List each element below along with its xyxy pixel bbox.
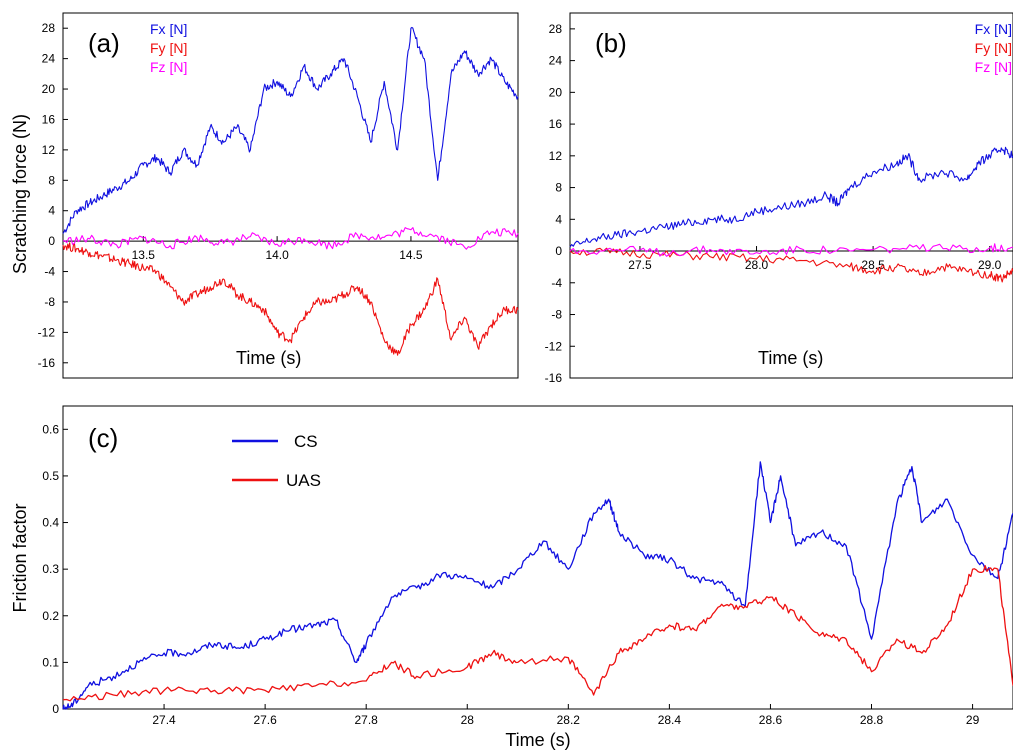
panel-a-xtick-label: 13.5 <box>132 248 156 262</box>
panel-b-frame <box>569 12 1013 379</box>
panel-b-ytick-label: 16 <box>549 117 563 131</box>
panel-c-xtick-label: 29 <box>966 713 980 727</box>
panel-c-xlabel: Time (s) <box>505 730 570 750</box>
panel-c-ytick-label: 0.6 <box>42 422 59 436</box>
panel-c-lines <box>62 461 1013 710</box>
panel-b-legend-fz: Fz [N] <box>975 59 1012 75</box>
panel-a-ytick-label: 0 <box>48 234 55 248</box>
panel-c-xtick-label: 28.4 <box>658 713 682 727</box>
panel-a-ytick-label: -16 <box>38 356 56 370</box>
panel-c-ytick-label: 0 <box>52 702 59 716</box>
panel-b-ytick-label: -4 <box>551 276 562 290</box>
panel-a-ytick-label: -4 <box>44 265 55 279</box>
panel-c-xtick-label: 28.8 <box>860 713 884 727</box>
panel-c-xtick-label: 27.6 <box>253 713 277 727</box>
panel-b-legend-fx: Fx [N] <box>975 21 1012 37</box>
panel-b-ytick-label: 4 <box>555 212 562 226</box>
panel-a-xtick-label: 14.5 <box>399 248 423 262</box>
panel-a-axes: 28 24 20 16 12 8 4 0 -4 -8 -12 -16 13.5 14.0 14.5 <box>38 21 518 370</box>
panel-b: (b) Fx [N] Fy [N] Fz [N] Time (s) 28 24 20… <box>545 12 1013 385</box>
panel-c-frame <box>62 405 1013 710</box>
panel-a-frame <box>62 12 519 379</box>
panel-a-legend-fy: Fy [N] <box>150 40 187 56</box>
panel-c-xtick-label: 27.8 <box>355 713 379 727</box>
panel-b-axes: 28 24 20 16 12 8 4 0 -4 -8 -12 -16 27.5 28.0 28.5 29.0 <box>545 22 1013 385</box>
panel-c-label: (c) <box>88 423 118 453</box>
panel-a: (a) Fx [N] Fy [N] Fz [N] Time (s) Scratc… <box>10 12 519 379</box>
panel-b-lines <box>569 146 1013 283</box>
panel-c-ytick-label: 0.4 <box>42 516 59 530</box>
panel-c-ytick-label: 0.3 <box>42 562 59 576</box>
panel-a-ytick-label: 24 <box>42 52 56 66</box>
panel-b-legend-fy: Fy [N] <box>975 40 1012 56</box>
panel-c-series-cs <box>62 461 1013 710</box>
panel-b-ytick-label: -8 <box>551 308 562 322</box>
panel-a-lines <box>62 26 519 356</box>
panel-a-ytick-label: 8 <box>48 173 55 187</box>
panel-b-label: (b) <box>595 28 627 58</box>
panel-c-axes: 0 0.1 0.2 0.3 0.4 0.5 0.6 27.4 27.6 27.8 28 28.2 28.… <box>42 422 979 727</box>
panel-a-legend-fx: Fx [N] <box>150 21 187 37</box>
panel-b-ytick-label: 0 <box>555 244 562 258</box>
panel-b-xtick-label: 27.5 <box>628 258 652 272</box>
panel-b-xtick-label: 28.0 <box>745 258 769 272</box>
panel-b-ytick-label: 28 <box>549 22 563 36</box>
panel-b-xtick-label: 28.5 <box>861 258 885 272</box>
panel-c-series-uas <box>62 565 1013 702</box>
panel-a-legend-fz: Fz [N] <box>150 59 187 75</box>
panel-a-xlabel: Time (s) <box>236 348 301 368</box>
panel-b-series-fx-n <box>569 146 1013 248</box>
panel-c-ylabel: Friction factor <box>10 503 30 612</box>
panel-a-ytick-label: 4 <box>48 204 55 218</box>
panel-a-ytick-label: 16 <box>42 112 56 126</box>
panel-a-series-fy-n <box>62 242 519 356</box>
panel-a-xtick-label: 14.0 <box>265 248 289 262</box>
panel-a-ytick-label: -12 <box>38 325 56 339</box>
panel-b-ytick-label: 24 <box>549 54 563 68</box>
panel-b-ytick-label: 20 <box>549 85 563 99</box>
panel-c-legend-cs: CS <box>294 432 318 451</box>
panel-c-ytick-label: 0.5 <box>42 469 59 483</box>
panel-a-series-fz-n <box>62 227 519 250</box>
panel-a-ytick-label: 20 <box>42 82 56 96</box>
panel-b-xtick-label: 29.0 <box>978 258 1002 272</box>
panel-a-label: (a) <box>88 28 120 58</box>
panel-a-ytick-label: 28 <box>42 21 56 35</box>
panel-b-ytick-label: -16 <box>545 371 563 385</box>
panel-c-ytick-label: 0.1 <box>42 655 59 669</box>
panel-c-ytick-label: 0.2 <box>42 609 59 623</box>
panel-a-ytick-label: -8 <box>44 295 55 309</box>
panel-b-ytick-label: 12 <box>549 149 563 163</box>
panel-a-ylabel: Scratching force (N) <box>10 114 30 274</box>
panel-b-ytick-label: 8 <box>555 181 562 195</box>
panel-c-xtick-label: 27.4 <box>152 713 176 727</box>
panel-b-series-fz-n <box>569 243 1013 257</box>
panel-a-ytick-label: 12 <box>42 143 56 157</box>
panel-c-legend-uas: UAS <box>286 471 321 490</box>
panel-c-xtick-label: 28.2 <box>557 713 581 727</box>
panel-c-xtick-label: 28.6 <box>759 713 783 727</box>
panel-c-xtick-label: 28 <box>461 713 475 727</box>
panel-a-series-fx-n <box>62 26 519 234</box>
panel-b-xlabel: Time (s) <box>758 348 823 368</box>
panel-c: (c) CS UAS Time (s) Friction factor 0 0.1… <box>10 405 1013 750</box>
panel-b-ytick-label: -12 <box>545 339 563 353</box>
